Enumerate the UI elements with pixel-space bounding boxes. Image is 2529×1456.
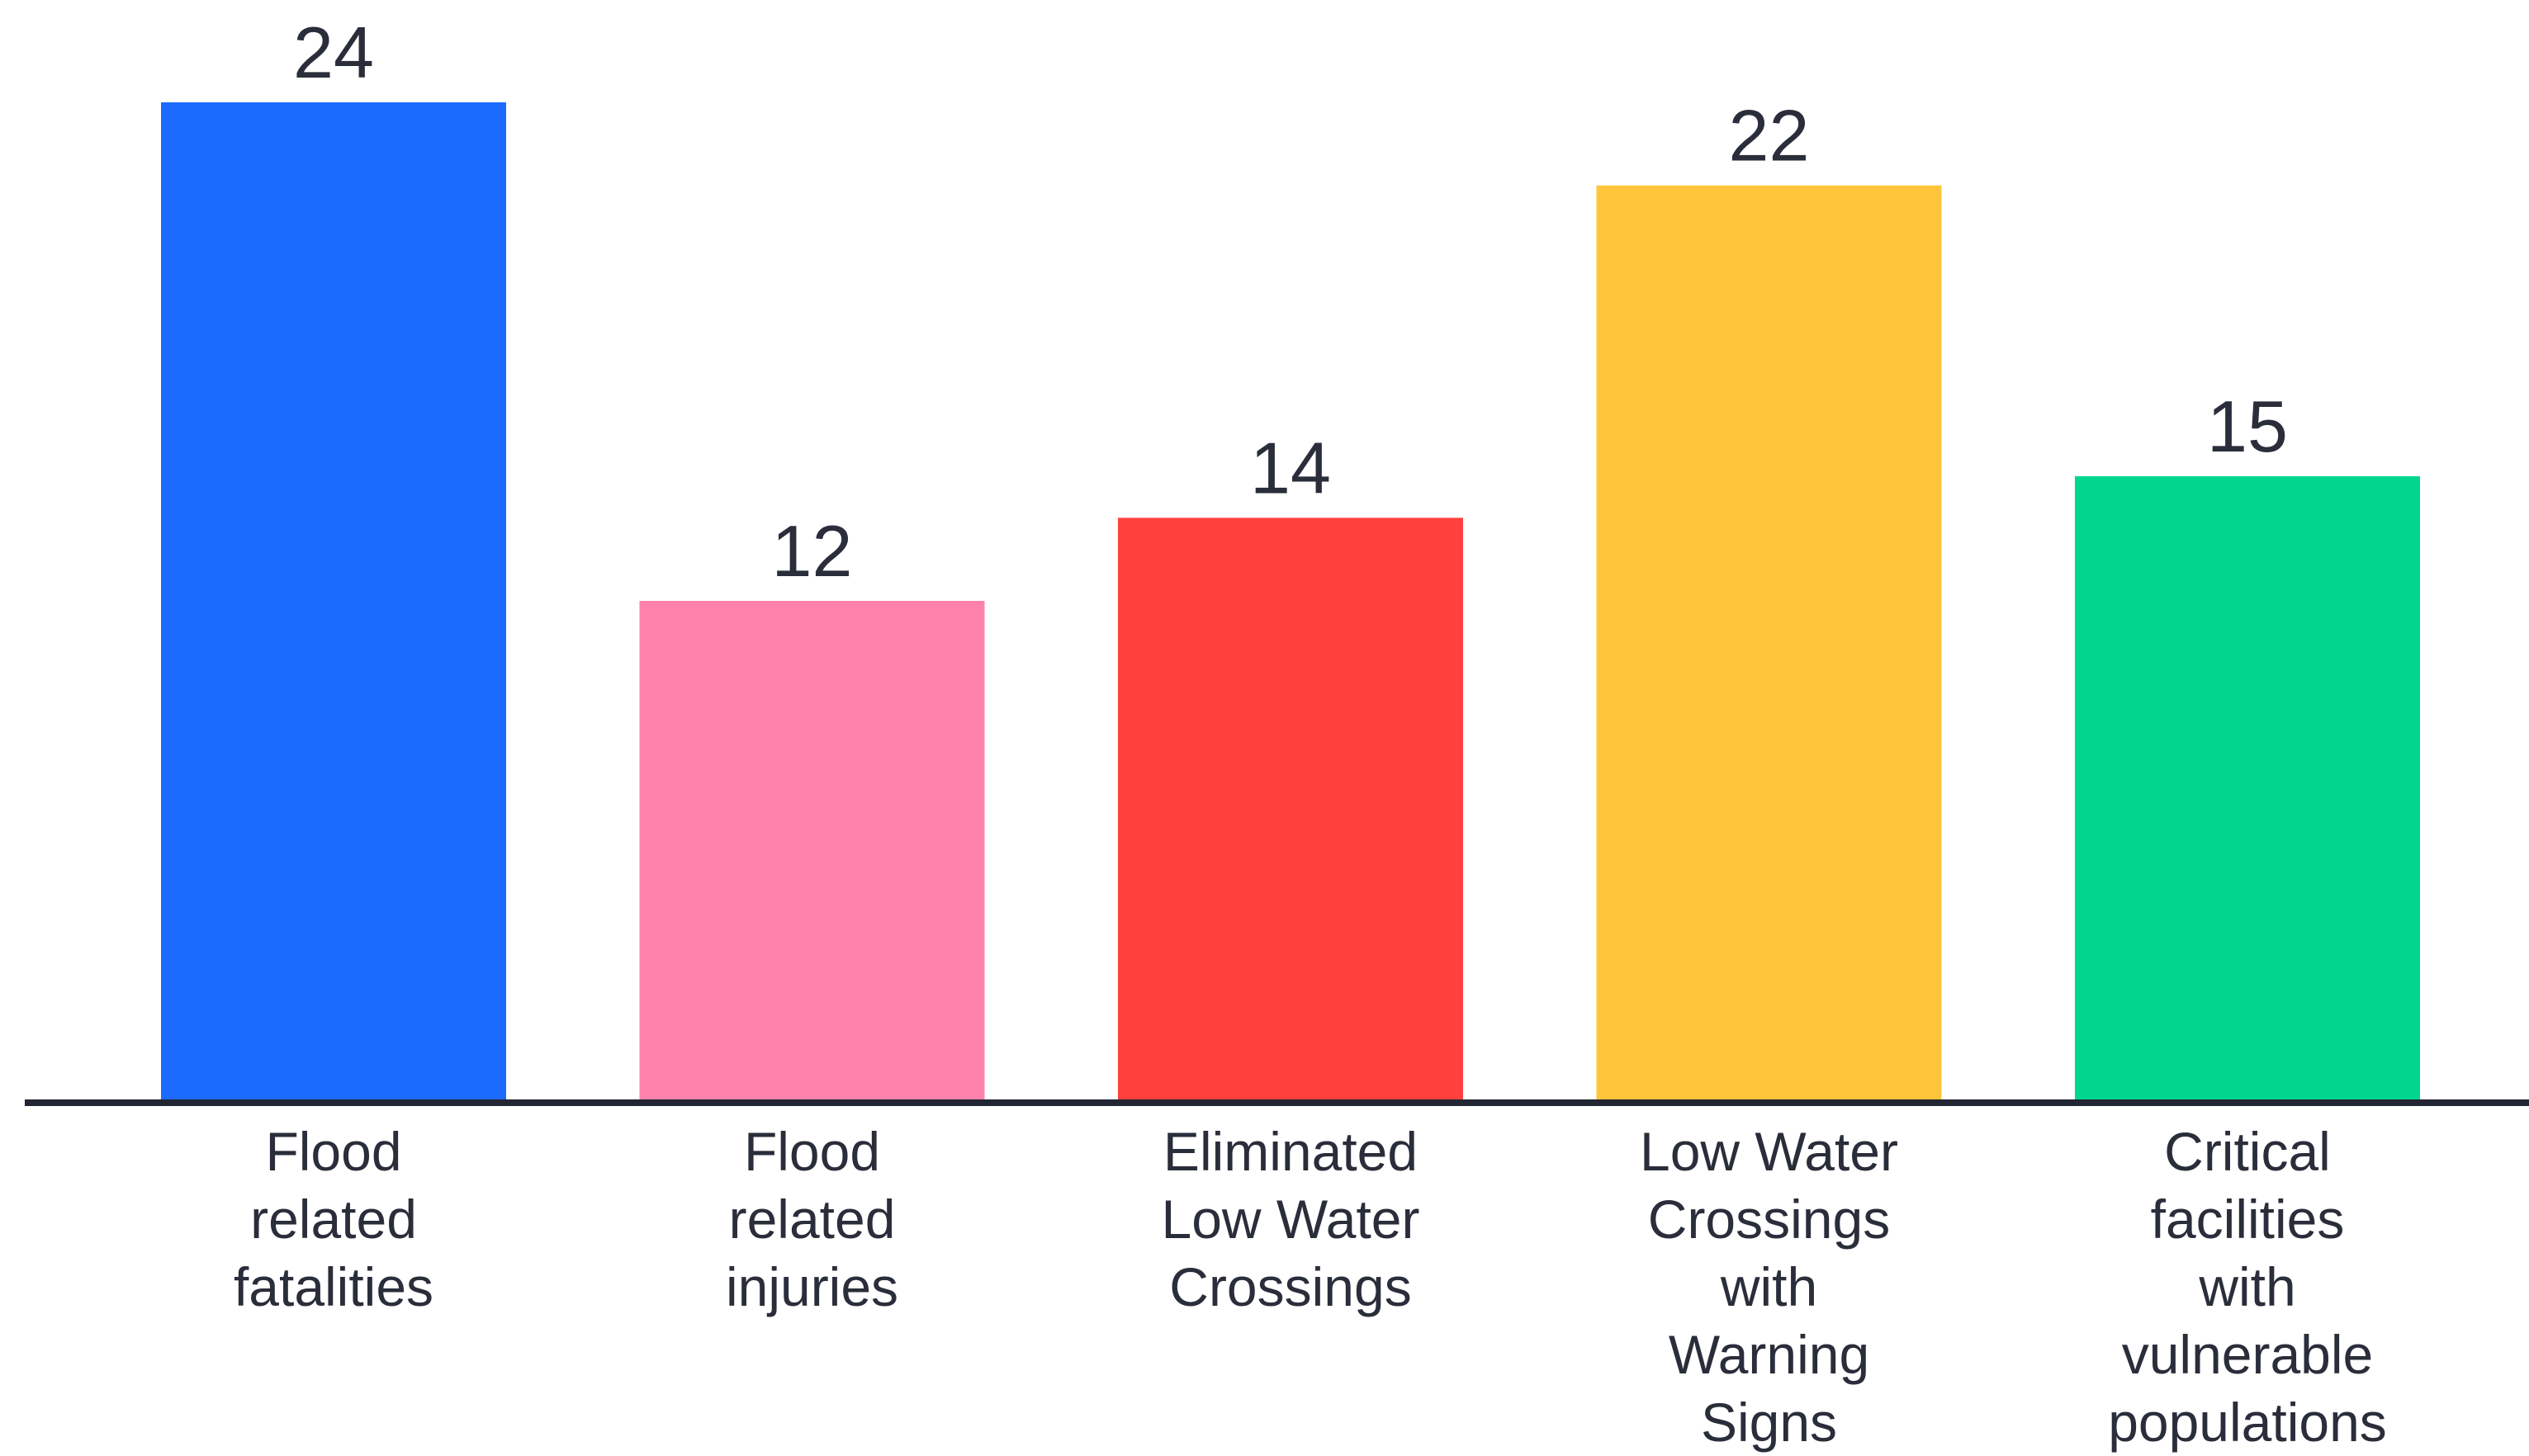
category-label-2-line-1: Flood: [744, 1121, 880, 1182]
category-label-4-line-2: Crossings: [1648, 1189, 1890, 1250]
category-labels-group: FloodrelatedfatalitiesFloodrelatedinjuri…: [234, 1121, 2387, 1453]
category-label-5-line-5: populations: [2108, 1392, 2387, 1453]
category-label-1-line-2: related: [250, 1189, 417, 1250]
category-label-5-line-4: vulnerable: [2122, 1324, 2374, 1385]
category-label-1-line-3: fatalities: [234, 1256, 433, 1317]
category-label-2-line-3: injuries: [726, 1256, 898, 1317]
value-label-3: 14: [1250, 427, 1331, 508]
value-label-5: 15: [2207, 385, 2288, 467]
bar-2: [639, 601, 985, 1099]
category-label-4-line-4: Warning: [1669, 1324, 1869, 1385]
bar-1: [161, 102, 506, 1099]
value-label-4: 22: [1729, 95, 1810, 177]
category-label-3-line-2: Low Water: [1162, 1189, 1420, 1250]
value-label-1: 24: [293, 12, 374, 93]
bar-5: [2075, 476, 2420, 1099]
value-labels-group: 24 12 14 22 15: [293, 12, 2288, 592]
category-label-5-line-1: Critical: [2164, 1121, 2331, 1182]
category-label-3-line-3: Crossings: [1169, 1256, 1411, 1317]
category-label-4-line-1: Low Water: [1640, 1121, 1898, 1182]
category-label-5-line-2: facilities: [2151, 1189, 2345, 1250]
category-label-2-line-2: related: [729, 1189, 896, 1250]
value-label-2: 12: [772, 510, 853, 592]
category-label-3-line-1: Eliminated: [1163, 1121, 1418, 1182]
category-label-5-line-3: with: [2198, 1256, 2295, 1317]
category-label-1-line-1: Flood: [265, 1121, 401, 1182]
category-label-4-line-5: Signs: [1701, 1392, 1837, 1453]
bar-3: [1118, 518, 1463, 1099]
bars-group: [161, 102, 2420, 1100]
category-label-4-line-3: with: [1720, 1256, 1817, 1317]
bar-4: [1596, 185, 1942, 1100]
